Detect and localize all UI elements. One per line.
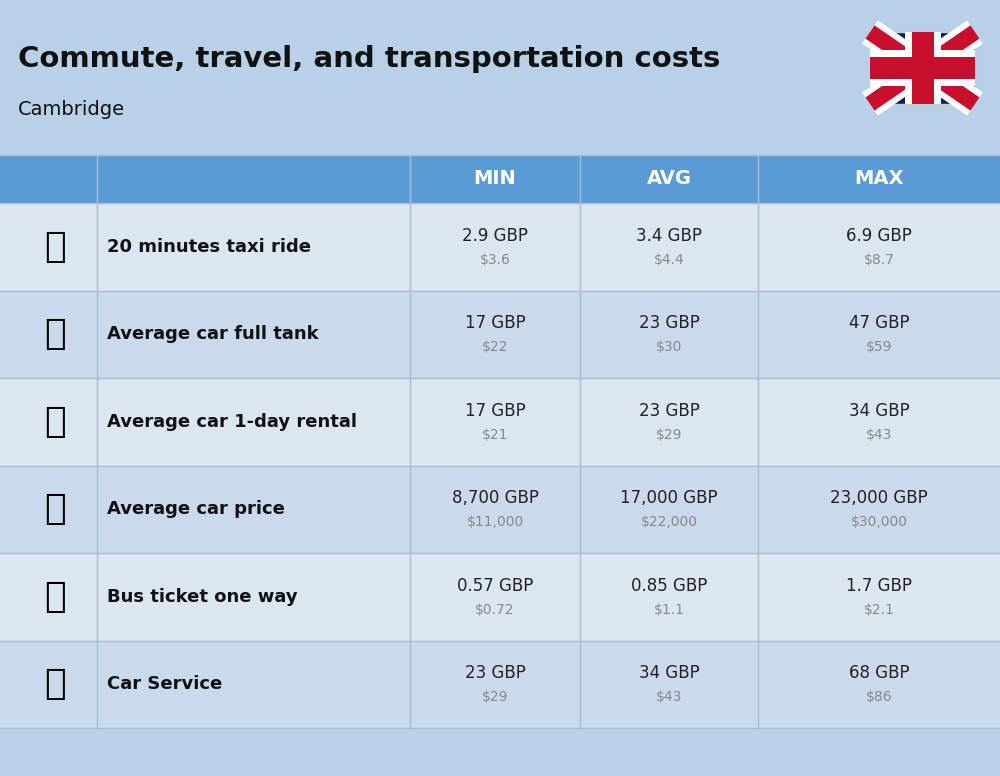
Bar [0,640,1000,728]
Text: 23 GBP: 23 GBP [465,664,525,682]
Text: 🚗: 🚗 [44,492,65,526]
Text: 3.4 GBP: 3.4 GBP [636,227,702,244]
Text: $8.7: $8.7 [864,253,894,267]
Text: $59: $59 [866,340,892,355]
Text: $43: $43 [866,428,892,442]
Text: $29: $29 [482,690,508,705]
Text: 68 GBP: 68 GBP [849,664,909,682]
Text: $30,000: $30,000 [850,515,908,529]
Text: Average car full tank: Average car full tank [107,325,319,343]
Text: $3.6: $3.6 [480,253,510,267]
Text: 47 GBP: 47 GBP [849,314,909,332]
Text: ⛽: ⛽ [44,317,65,352]
Bar [0,466,1000,553]
Bar [870,32,975,104]
Text: 8,700 GBP: 8,700 GBP [452,489,538,508]
Text: 2.9 GBP: 2.9 GBP [462,227,528,244]
Text: Commute, travel, and transportation costs: Commute, travel, and transportation cost… [18,45,720,73]
Text: 🚌: 🚌 [44,580,65,614]
Text: 0.85 GBP: 0.85 GBP [631,577,707,594]
Text: 1.7 GBP: 1.7 GBP [846,577,912,594]
Text: 23,000 GBP: 23,000 GBP [830,489,928,508]
Text: Average car 1-day rental: Average car 1-day rental [107,413,357,431]
Text: MIN: MIN [474,169,516,189]
Text: 23 GBP: 23 GBP [639,314,699,332]
Text: $86: $86 [866,690,892,705]
Bar [0,378,1000,466]
Text: 17,000 GBP: 17,000 GBP [620,489,718,508]
Text: Cambridge: Cambridge [18,100,125,119]
Bar [0,155,1000,203]
Text: AVG: AVG [646,169,692,189]
Text: $22: $22 [482,340,508,355]
Text: $0.72: $0.72 [475,603,515,617]
Text: MAX: MAX [854,169,904,189]
Text: $30: $30 [656,340,682,355]
Bar [0,203,1000,290]
Text: $4.4: $4.4 [654,253,684,267]
Text: 🛠: 🛠 [44,667,65,702]
Text: $29: $29 [656,428,682,442]
Text: $11,000: $11,000 [466,515,524,529]
Text: 17 GBP: 17 GBP [465,402,525,420]
Text: 🚕: 🚕 [44,230,65,264]
Text: Average car price: Average car price [107,501,285,518]
Text: $1.1: $1.1 [654,603,684,617]
Text: $2.1: $2.1 [864,603,894,617]
Text: 🚙: 🚙 [44,405,65,438]
Bar [0,290,1000,378]
Text: $22,000: $22,000 [640,515,698,529]
Text: 23 GBP: 23 GBP [639,402,699,420]
Text: 34 GBP: 34 GBP [849,402,909,420]
Text: 6.9 GBP: 6.9 GBP [846,227,912,244]
Text: $21: $21 [482,428,508,442]
Text: $43: $43 [656,690,682,705]
Text: 20 minutes taxi ride: 20 minutes taxi ride [107,237,311,256]
Text: 0.57 GBP: 0.57 GBP [457,577,533,594]
Text: Bus ticket one way: Bus ticket one way [107,587,298,606]
Bar [0,553,1000,640]
Bar [0,0,1000,185]
Text: 17 GBP: 17 GBP [465,314,525,332]
Text: Car Service: Car Service [107,675,222,693]
Text: 34 GBP: 34 GBP [639,664,699,682]
